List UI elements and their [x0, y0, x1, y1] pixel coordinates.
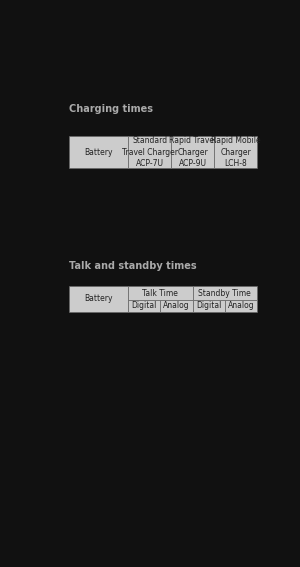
Bar [160, 301, 193, 312]
Text: Digital: Digital [196, 302, 221, 311]
Text: Talk Time: Talk Time [142, 289, 178, 298]
Text: Rapid Travel
Charger
ACP-9U: Rapid Travel Charger ACP-9U [169, 137, 216, 168]
Bar [128, 286, 193, 301]
Text: Battery: Battery [84, 294, 113, 303]
Text: Standby Time: Standby Time [198, 289, 251, 298]
Bar [69, 136, 128, 168]
Text: Talk and standby times: Talk and standby times [69, 261, 196, 271]
Bar [225, 301, 257, 312]
Bar [128, 301, 160, 312]
Text: Digital: Digital [132, 302, 157, 311]
Bar [214, 136, 257, 168]
Text: Analog: Analog [228, 302, 254, 311]
Bar [69, 286, 128, 312]
Text: Analog: Analog [163, 302, 190, 311]
Bar [171, 136, 214, 168]
Text: Standard
Travel Charger
ACP-7U: Standard Travel Charger ACP-7U [122, 137, 178, 168]
Bar [193, 301, 225, 312]
Text: Charging times: Charging times [69, 104, 153, 114]
Text: Battery: Battery [84, 147, 113, 156]
Bar [128, 136, 171, 168]
Bar [193, 286, 257, 301]
Text: Rapid Mobile
Charger
LCH-8: Rapid Mobile Charger LCH-8 [211, 137, 260, 168]
